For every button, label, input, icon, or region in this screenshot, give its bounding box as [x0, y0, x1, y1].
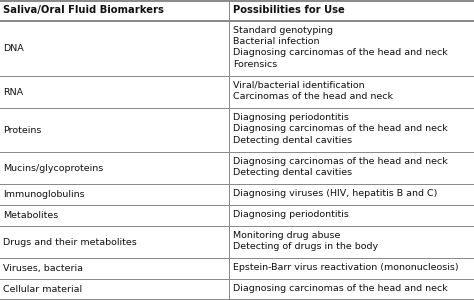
Text: Viruses, bacteria: Viruses, bacteria — [3, 264, 83, 273]
Text: Proteins: Proteins — [3, 126, 41, 135]
Text: Diagnosing carcinomas of the head and neck: Diagnosing carcinomas of the head and ne… — [233, 284, 448, 293]
Text: DNA: DNA — [3, 44, 24, 53]
Text: Detecting of drugs in the body: Detecting of drugs in the body — [233, 242, 379, 251]
Text: Diagnosing periodontitis: Diagnosing periodontitis — [233, 210, 349, 219]
Text: Metabolites: Metabolites — [3, 211, 58, 220]
Text: Forensics: Forensics — [233, 60, 278, 69]
Text: Immunoglobulins: Immunoglobulins — [3, 190, 85, 199]
Text: Mucins/glycoproteins: Mucins/glycoproteins — [3, 164, 103, 173]
Text: Detecting dental cavities: Detecting dental cavities — [233, 136, 353, 145]
Text: Viral/bacterial identification: Viral/bacterial identification — [233, 81, 365, 90]
Text: Diagnosing carcinomas of the head and neck: Diagnosing carcinomas of the head and ne… — [233, 157, 448, 166]
Text: Carcinomas of the head and neck: Carcinomas of the head and neck — [233, 92, 393, 101]
Text: Detecting dental cavities: Detecting dental cavities — [233, 168, 353, 177]
Text: Monitoring drug abuse: Monitoring drug abuse — [233, 231, 341, 240]
Text: Diagnosing periodontitis: Diagnosing periodontitis — [233, 113, 349, 122]
Text: Standard genotyping: Standard genotyping — [233, 26, 333, 34]
Text: Epstein-Barr virus reactivation (mononucleosis): Epstein-Barr virus reactivation (mononuc… — [233, 263, 459, 272]
Text: Possibilities for Use: Possibilities for Use — [233, 5, 345, 15]
Text: Diagnosing carcinomas of the head and neck: Diagnosing carcinomas of the head and ne… — [233, 48, 448, 57]
Text: Bacterial infection: Bacterial infection — [233, 37, 320, 46]
Text: Saliva/Oral Fluid Biomarkers: Saliva/Oral Fluid Biomarkers — [3, 5, 164, 15]
Text: Cellular material: Cellular material — [3, 285, 82, 294]
Text: Diagnosing carcinomas of the head and neck: Diagnosing carcinomas of the head and ne… — [233, 124, 448, 134]
Text: Diagnosing viruses (HIV, hepatitis B and C): Diagnosing viruses (HIV, hepatitis B and… — [233, 189, 438, 198]
Text: Drugs and their metabolites: Drugs and their metabolites — [3, 238, 137, 247]
Text: RNA: RNA — [3, 88, 23, 97]
